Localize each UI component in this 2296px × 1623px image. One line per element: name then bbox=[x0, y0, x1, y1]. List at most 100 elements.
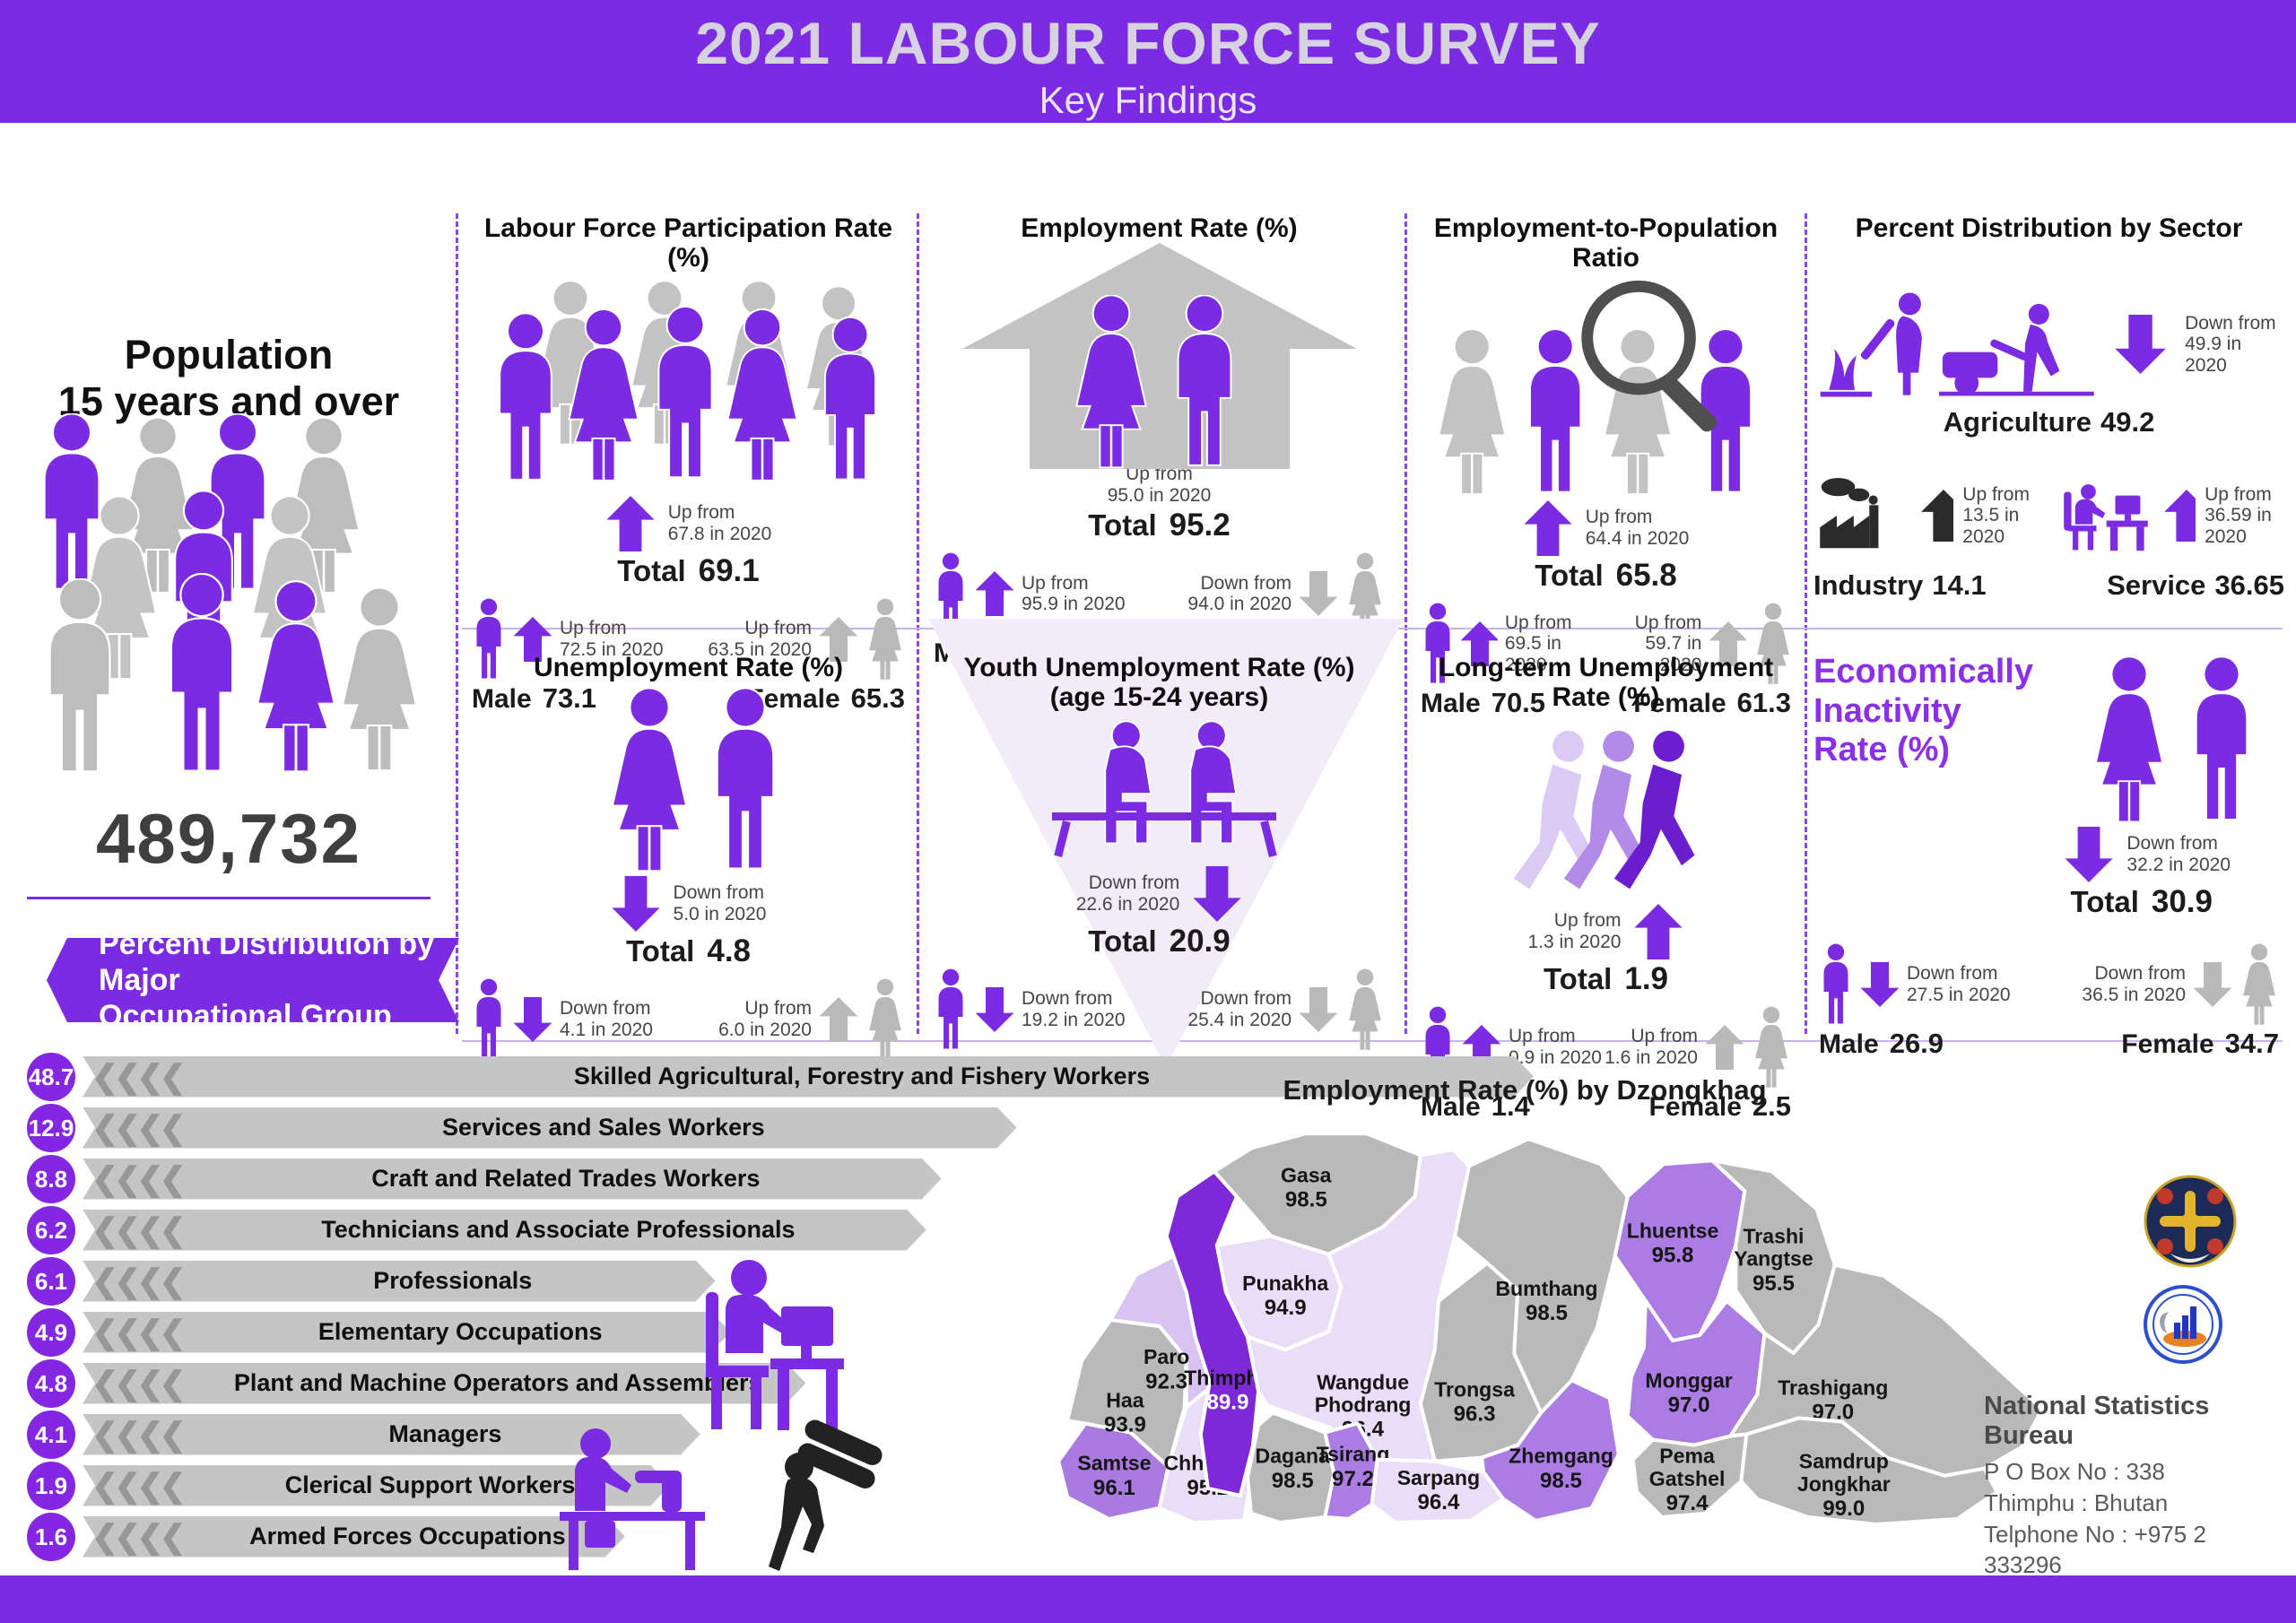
female-stat: Down from 36.5 in 2020 Female 34.7 bbox=[2082, 943, 2279, 1060]
total-line: Total 4.8 bbox=[625, 933, 752, 968]
change-note: Up from 64.4 in 2020 bbox=[1585, 507, 1690, 549]
down-arrow-icon bbox=[1860, 962, 1900, 1007]
occupation-label: Plant and Machine Operators and Assemble… bbox=[233, 1369, 762, 1396]
map-region-label: Bumthang 98.5 bbox=[1495, 1277, 1597, 1325]
divider bbox=[1805, 213, 1807, 1034]
occupation-value: 4.1 bbox=[27, 1410, 75, 1459]
map-region-label: Paro 92.3 bbox=[1144, 1345, 1189, 1393]
total-line: Total 95.2 bbox=[1088, 508, 1231, 543]
bhutan-emblem-icon bbox=[2144, 1175, 2237, 1268]
up-arrow-icon bbox=[1920, 490, 1954, 542]
couple-icon bbox=[2078, 653, 2284, 823]
female-icon bbox=[869, 978, 901, 1060]
dzongkhag-map: Samtse96.1Haa93.9Paro92.3Chhukha95.2Thim… bbox=[1057, 1132, 2044, 1526]
occupation-bar: ❮❮❮❮ Clerical Support Workers bbox=[83, 1465, 670, 1506]
tailor-icon bbox=[560, 1428, 705, 1570]
chevrons-icon: ❮❮❮❮ bbox=[91, 1313, 182, 1350]
panel-labour-force-participation: Labour Force Participation Rate (%) Up f… bbox=[466, 213, 910, 714]
phone-1: Telphone No : +975 2 333296 bbox=[1984, 1520, 2206, 1579]
occupation-row: 4.8 ❮❮❮❮ Plant and Machine Operators and… bbox=[27, 1358, 1534, 1409]
male-icon bbox=[1823, 943, 1848, 1024]
map-region-label: Monggar 97.0 bbox=[1645, 1368, 1732, 1417]
total-line: Total 1.9 bbox=[1543, 961, 1669, 996]
female-icon bbox=[1349, 968, 1381, 1050]
occupation-label: Skilled Agricultural, Forestry and Fishe… bbox=[573, 1063, 1151, 1089]
panel-title: Long-term Unemployment Rate (%) bbox=[1438, 653, 1774, 712]
divider bbox=[462, 1040, 2283, 1042]
map-title: Employment Rate (%) by Dzongkhag bbox=[1283, 1074, 1767, 1106]
panel-title: Unemployment Rate (%) bbox=[533, 653, 844, 682]
occupation-bar: ❮❮❮❮ Plant and Machine Operators and Ass… bbox=[83, 1363, 805, 1404]
divider bbox=[27, 897, 430, 899]
map-region-dagana bbox=[1246, 1410, 1336, 1524]
up-arrow-icon bbox=[2163, 490, 2196, 542]
occupations-chart: 48.7 ❮❮❮❮ Skilled Agricultural, Forestry… bbox=[27, 1051, 1534, 1562]
occupation-bar: ❮❮❮❮ Craft and Related Trades Workers bbox=[83, 1159, 942, 1200]
map-region-sarpang bbox=[1370, 1457, 1506, 1524]
change-note: Down from 5.0 in 2020 bbox=[673, 882, 767, 924]
map-region-label: Gasa 98.5 bbox=[1281, 1163, 1332, 1211]
down-arrow-icon bbox=[2065, 827, 2113, 882]
total-line: Total 69.1 bbox=[617, 553, 760, 588]
panel-employment-rate: Employment Rate (%) Up from 95.0 in 2020 … bbox=[928, 213, 1390, 668]
crowd-icon bbox=[466, 273, 910, 492]
occupation-bar: ❮❮❮❮ Elementary Occupations bbox=[83, 1312, 730, 1353]
occupations-banner: Percent Distribution by Major Occupation… bbox=[47, 938, 459, 1022]
header: 2021 LABOUR FORCE SURVEY Key Findings bbox=[0, 0, 2296, 123]
logos bbox=[2144, 1175, 2242, 1368]
female-stat: Up from 1.6 in 2020 Female 2.5 bbox=[1605, 1006, 1791, 1123]
occupation-value: 4.9 bbox=[27, 1307, 75, 1357]
down-arrow-icon bbox=[513, 997, 552, 1042]
change-note: Down from 32.2 in 2020 bbox=[2126, 833, 2231, 875]
map-region-label: Trongsa 96.3 bbox=[1434, 1377, 1515, 1426]
map-region-label: Lhuentse 95.8 bbox=[1627, 1219, 1719, 1268]
couple-icon bbox=[466, 682, 910, 872]
occupation-row: 6.1 ❮❮❮❮ Professionals bbox=[27, 1255, 1534, 1306]
panel-title: Employment Rate (%) bbox=[1021, 213, 1298, 243]
occupation-value: 1.9 bbox=[27, 1461, 75, 1510]
change-note: Up from 95.0 in 2020 bbox=[1107, 464, 1212, 506]
service-stat: Service 36.65 bbox=[2107, 569, 2284, 601]
divider bbox=[456, 213, 458, 1034]
map-region-samdrup-jongkhar bbox=[1739, 1416, 1999, 1526]
change-note: Up from 67.8 in 2020 bbox=[667, 502, 772, 544]
male-stat: Down from 27.5 in 2020 Male 26.9 bbox=[1819, 943, 2011, 1060]
divider bbox=[917, 213, 919, 1034]
total-line: Total 20.9 bbox=[1088, 924, 1231, 959]
occupation-value: 48.7 bbox=[27, 1052, 75, 1101]
total-line: Total 65.8 bbox=[1535, 558, 1677, 593]
house-arrow-icon bbox=[928, 243, 1390, 469]
industry-icon bbox=[1820, 477, 1879, 549]
chevrons-icon: ❮❮❮❮ bbox=[91, 1262, 182, 1299]
change-note: Up from 1.3 in 2020 bbox=[1527, 910, 1622, 952]
panel-unemployment: Unemployment Rate (%) Down from 5.0 in 20… bbox=[466, 653, 910, 1094]
occupation-label: Clerical Support Workers bbox=[284, 1471, 576, 1498]
down-arrow-icon bbox=[2193, 962, 2232, 1007]
map-region-label: Samtse 96.1 bbox=[1077, 1452, 1151, 1500]
down-arrow-icon bbox=[2115, 315, 2166, 374]
panel-employment-to-population: Employment-to-Population Ratio Up from 64… bbox=[1415, 213, 1796, 718]
male-stat: Up from 69.5 in 2020 Male 70.5 bbox=[1421, 603, 1604, 719]
occupation-label: Armed Forces Occupations bbox=[249, 1523, 566, 1549]
occupation-row: 4.9 ❮❮❮❮ Elementary Occupations bbox=[27, 1306, 1534, 1358]
occupation-row: 6.2 ❮❮❮❮ Technicians and Associate Profe… bbox=[27, 1204, 1534, 1255]
occupation-bar: ❮❮❮❮ Armed Forces Occupations bbox=[83, 1516, 625, 1558]
agriculture-stat: Agriculture 49.2 bbox=[1943, 406, 2155, 438]
change-note: Up from 36.59 in 2020 bbox=[2205, 483, 2272, 547]
total-line: Total 30.9 bbox=[2070, 884, 2213, 919]
occupation-row: 8.8 ❮❮❮❮ Craft and Related Trades Worker… bbox=[27, 1153, 1534, 1204]
desk-worker-icon bbox=[706, 1260, 844, 1430]
industry-stat: Industry 14.1 bbox=[1813, 569, 1987, 601]
up-arrow-icon bbox=[1524, 500, 1572, 556]
map-region-label: Samdrup Jongkhar 99.0 bbox=[1797, 1450, 1891, 1521]
panel-sector-distribution: Percent Distribution by Sector bbox=[1813, 213, 2284, 621]
female-icon bbox=[2243, 943, 2275, 1025]
occupation-label: Services and Sales Workers bbox=[441, 1114, 765, 1141]
panel-title: Economically Inactivity Rate (%) bbox=[1813, 653, 2033, 769]
male-icon bbox=[476, 978, 501, 1059]
panel-title: Employment-to-Population Ratio bbox=[1433, 213, 1779, 273]
male-stat: Up from 72.5 in 2020 Male 73.1 bbox=[472, 598, 664, 715]
down-arrow-icon bbox=[1193, 866, 1241, 922]
occupation-row: 48.7 ❮❮❮❮ Skilled Agricultural, Forestry… bbox=[27, 1051, 1534, 1102]
population-value: 489,732 bbox=[96, 799, 361, 878]
